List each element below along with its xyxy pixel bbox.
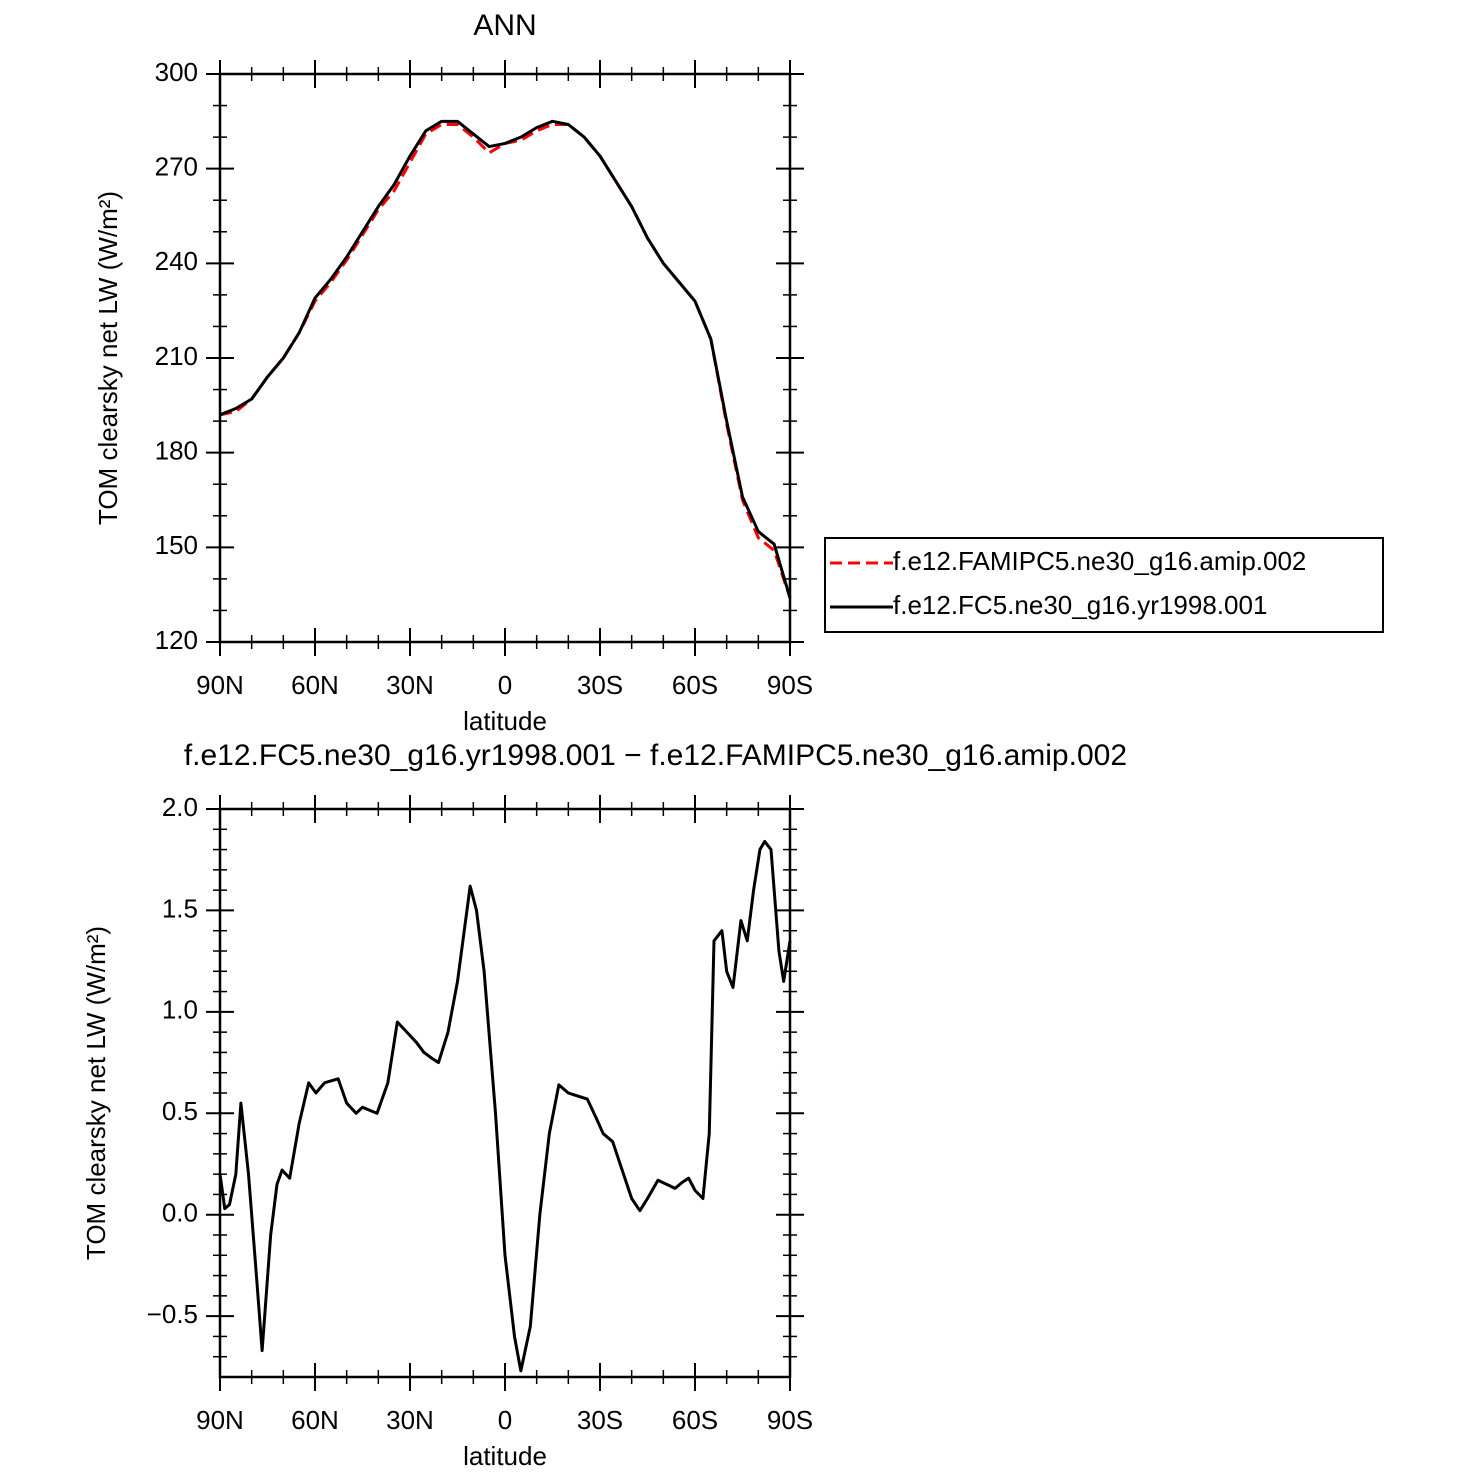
x-axis-label: latitude: [463, 1441, 547, 1471]
legend-label: f.e12.FAMIPC5.ne30_g16.amip.002: [893, 546, 1306, 576]
x-tick-label: 60S: [672, 670, 718, 700]
y-tick-label: 0.5: [162, 1096, 198, 1126]
y-tick-label: 240: [155, 246, 198, 276]
x-tick-label: 90N: [196, 670, 244, 700]
y-tick-label: 120: [155, 625, 198, 655]
y-tick-label: 1.0: [162, 995, 198, 1025]
y-tick-label: 210: [155, 341, 198, 371]
x-tick-label: 60N: [291, 1405, 339, 1435]
y-axis-label: TOM clearsky net LW (W/m²): [93, 191, 123, 525]
legend-box: [824, 537, 1384, 633]
x-tick-label: 90S: [767, 670, 813, 700]
data-line: [219, 122, 792, 599]
y-tick-label: −0.5: [147, 1299, 198, 1329]
y-tick-label: 1.5: [162, 893, 198, 923]
plot-frame: [218, 807, 792, 1379]
chart-title: ANN: [473, 9, 536, 42]
y-tick-label: 150: [155, 530, 198, 560]
chart-title: f.e12.FC5.ne30_g16.yr1998.001 − f.e12.FA…: [184, 739, 1127, 772]
y-tick-label: 270: [155, 152, 198, 182]
x-tick-label: 0: [498, 1405, 512, 1435]
x-tick-label: 90N: [196, 1405, 244, 1435]
x-tick-label: 30N: [386, 1405, 434, 1435]
legend-label: f.e12.FC5.ne30_g16.yr1998.001: [893, 590, 1267, 620]
y-tick-label: 0.0: [162, 1198, 198, 1228]
y-tick-label: 180: [155, 436, 198, 466]
x-axis-label: latitude: [463, 706, 547, 736]
data-line: [219, 119, 792, 599]
x-tick-label: 60N: [291, 670, 339, 700]
x-tick-label: 0: [498, 670, 512, 700]
x-tick-label: 90S: [767, 1405, 813, 1435]
x-tick-label: 30N: [386, 670, 434, 700]
y-axis-label: TOM clearsky net LW (W/m²): [81, 926, 111, 1260]
x-tick-label: 30S: [577, 1405, 623, 1435]
plot-frame: [218, 72, 792, 644]
x-tick-label: 30S: [577, 670, 623, 700]
x-tick-label: 60S: [672, 1405, 718, 1435]
y-tick-label: 300: [155, 57, 198, 87]
y-tick-label: 2.0: [162, 792, 198, 822]
data-line: [218, 839, 792, 1373]
